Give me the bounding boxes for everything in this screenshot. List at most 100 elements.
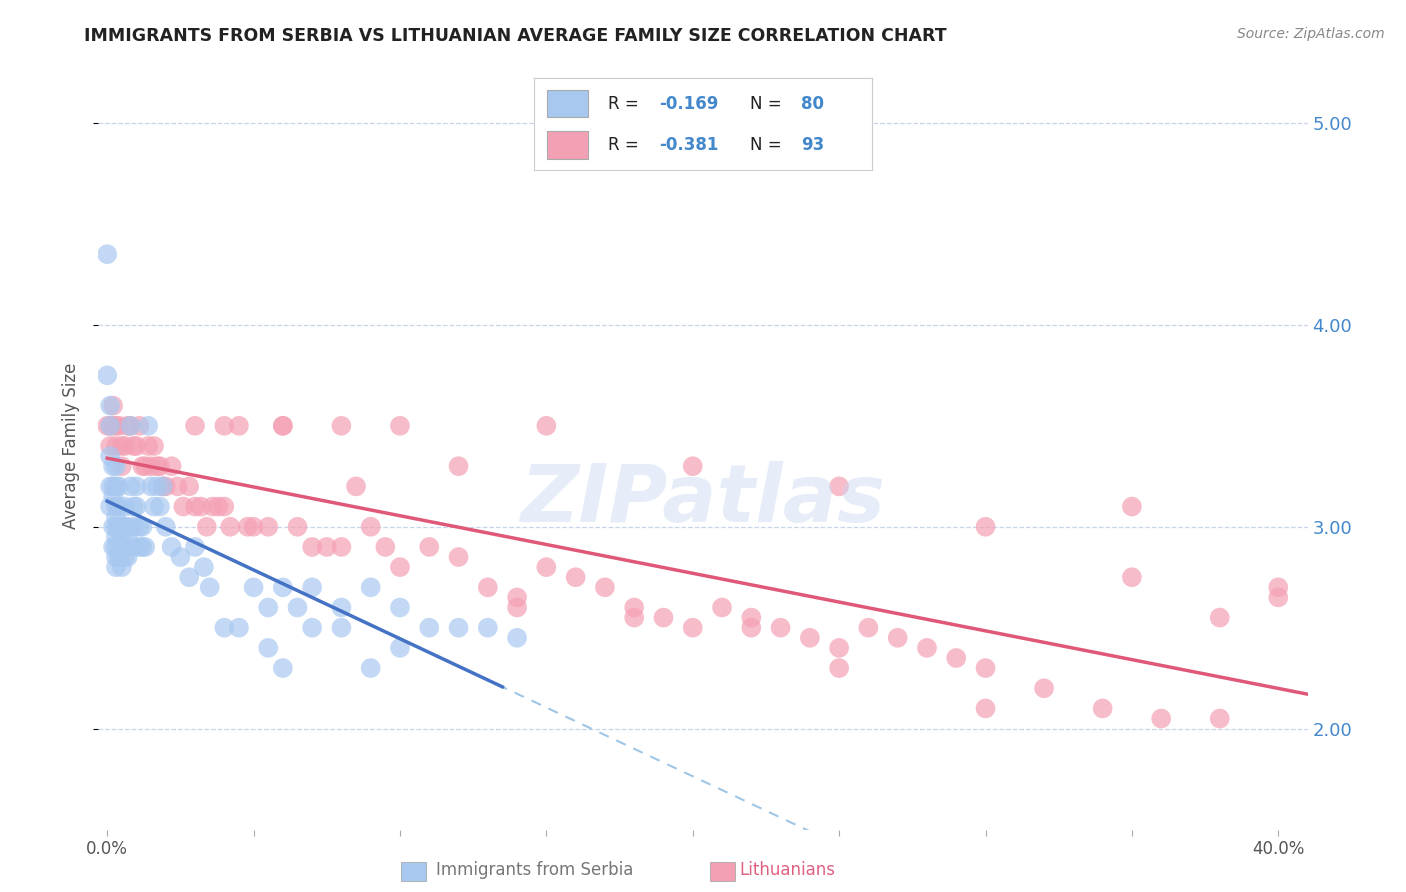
Point: [111, 459, 134, 474]
Point: [122, 520, 145, 534]
Point: [236, 520, 259, 534]
Point: [128, 540, 150, 554]
Point: [146, 479, 169, 493]
Point: [447, 459, 470, 474]
Point: [149, 459, 172, 474]
Point: [108, 479, 131, 493]
Point: [623, 610, 645, 624]
Point: [740, 610, 762, 624]
Point: [1033, 681, 1056, 696]
Point: [828, 640, 851, 655]
Point: [98, 500, 121, 514]
Point: [179, 570, 201, 584]
Point: [128, 418, 150, 433]
Point: [1209, 712, 1232, 726]
Point: [104, 520, 127, 534]
Point: [682, 621, 704, 635]
Point: [207, 500, 229, 514]
Point: [1121, 570, 1143, 584]
Point: [287, 600, 309, 615]
Point: [1267, 580, 1289, 594]
Point: [195, 520, 218, 534]
Point: [179, 479, 201, 493]
Point: [271, 580, 294, 594]
Point: [828, 479, 851, 493]
Point: [152, 479, 174, 493]
Point: [330, 621, 353, 635]
Point: [122, 500, 145, 514]
Point: [169, 549, 191, 564]
Text: Source: ZipAtlas.com: Source: ZipAtlas.com: [1237, 27, 1385, 41]
Point: [104, 530, 127, 544]
Point: [740, 621, 762, 635]
Point: [360, 580, 382, 594]
Point: [125, 500, 148, 514]
Point: [330, 540, 353, 554]
Point: [974, 701, 997, 715]
Point: [769, 621, 792, 635]
Point: [101, 399, 124, 413]
Point: [131, 520, 153, 534]
Point: [131, 540, 153, 554]
Point: [360, 661, 382, 675]
Point: [122, 439, 145, 453]
Point: [108, 549, 131, 564]
Point: [477, 580, 499, 594]
Point: [623, 600, 645, 615]
Point: [114, 549, 136, 564]
Point: [117, 520, 139, 534]
Point: [506, 591, 529, 605]
Point: [388, 640, 411, 655]
Point: [111, 520, 134, 534]
Point: [120, 418, 142, 433]
Y-axis label: Average Family Size: Average Family Size: [62, 363, 80, 529]
Point: [593, 580, 616, 594]
Point: [143, 500, 166, 514]
Point: [1267, 591, 1289, 605]
Point: [477, 621, 499, 635]
Point: [96, 418, 118, 433]
Text: Immigrants from Serbia: Immigrants from Serbia: [436, 861, 633, 879]
Point: [111, 530, 134, 544]
Point: [104, 560, 127, 574]
Point: [257, 520, 280, 534]
Point: [945, 651, 967, 665]
Point: [108, 500, 131, 514]
Point: [98, 399, 121, 413]
Point: [160, 540, 183, 554]
Point: [915, 640, 938, 655]
Point: [122, 540, 145, 554]
Point: [828, 661, 851, 675]
Point: [242, 520, 264, 534]
Text: ZIPatlas: ZIPatlas: [520, 460, 886, 539]
Point: [1091, 701, 1114, 715]
Point: [120, 418, 142, 433]
Point: [104, 500, 127, 514]
Point: [120, 479, 142, 493]
Point: [104, 549, 127, 564]
Point: [198, 580, 221, 594]
Point: [506, 631, 529, 645]
Point: [172, 500, 194, 514]
Point: [98, 449, 121, 463]
Point: [128, 520, 150, 534]
Point: [101, 490, 124, 504]
Point: [134, 459, 156, 474]
Point: [108, 418, 131, 433]
Point: [330, 418, 353, 433]
Point: [315, 540, 337, 554]
Point: [111, 540, 134, 554]
Point: [190, 500, 212, 514]
Point: [108, 520, 131, 534]
Point: [536, 418, 558, 433]
Point: [271, 661, 294, 675]
Point: [117, 549, 139, 564]
Point: [155, 479, 177, 493]
Point: [682, 459, 704, 474]
Point: [104, 540, 127, 554]
Point: [418, 621, 440, 635]
Point: [271, 418, 294, 433]
Point: [139, 479, 162, 493]
Point: [388, 418, 411, 433]
Point: [98, 418, 121, 433]
